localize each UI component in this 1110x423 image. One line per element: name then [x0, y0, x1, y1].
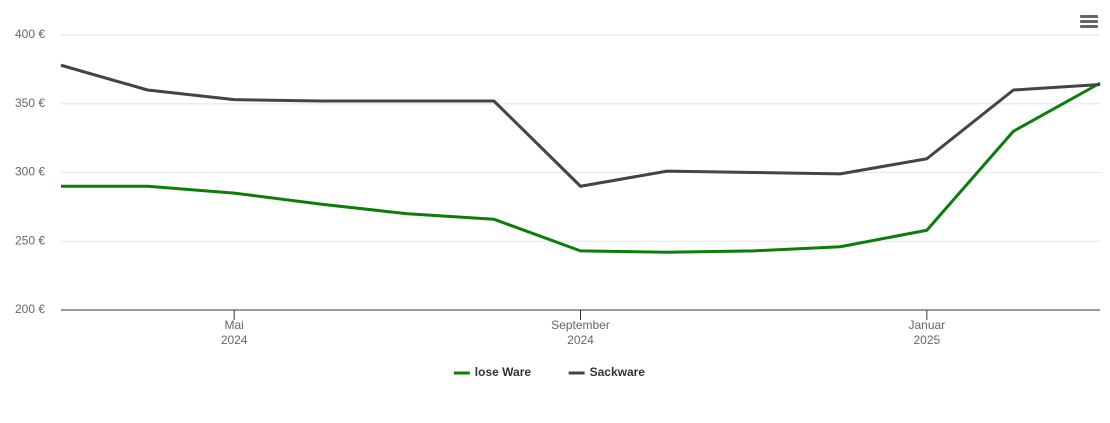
- x-tick-label: 2025: [913, 333, 940, 347]
- line: [60, 63, 1101, 188]
- y-tick-label: 200 €: [15, 302, 45, 316]
- x-tick-label: Januar: [908, 318, 945, 332]
- x-tick-label: 2024: [221, 333, 248, 347]
- x-tick-label: 2024: [567, 333, 594, 347]
- line: [61, 81, 1101, 254]
- x-tick-label: Mai: [224, 318, 243, 332]
- menu-bar: [1080, 15, 1098, 18]
- legend-label: Sackware: [590, 365, 646, 379]
- menu-button[interactable]: [1080, 15, 1098, 28]
- y-tick-label: 250 €: [15, 233, 45, 247]
- legend-label: lose Ware: [475, 365, 532, 379]
- legend-item[interactable]: Sackware: [568, 365, 646, 379]
- y-tick-label: 350 €: [15, 96, 45, 110]
- menu-bar: [1080, 20, 1098, 23]
- y-tick-label: 400 €: [15, 27, 45, 41]
- x-tick-label: September: [551, 318, 610, 332]
- y-tick-label: 300 €: [15, 165, 45, 179]
- menu-bar: [1080, 25, 1098, 28]
- legend-item[interactable]: lose Ware: [453, 365, 532, 379]
- legend: lose Ware Sackware: [453, 365, 646, 379]
